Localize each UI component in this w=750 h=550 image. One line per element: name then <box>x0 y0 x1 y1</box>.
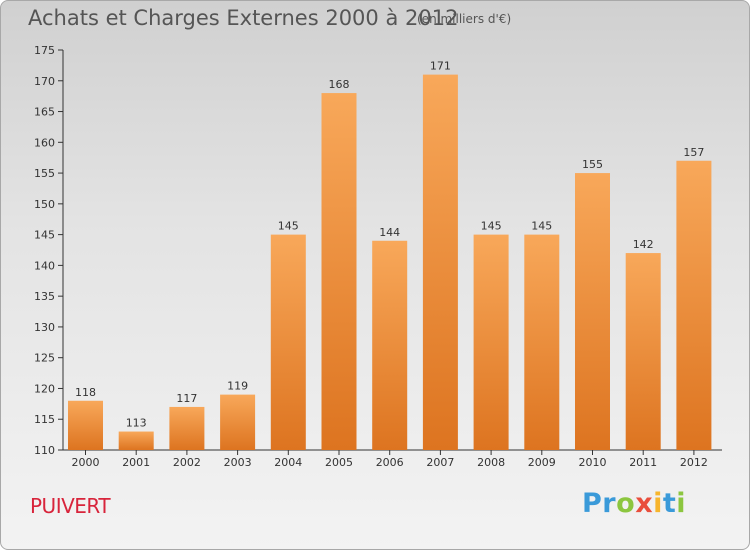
logo-letter: o <box>616 488 636 519</box>
bar <box>473 234 509 450</box>
y-tick-label: 160 <box>34 136 55 149</box>
logo-letter: r <box>602 488 617 519</box>
x-tick-label: 2005 <box>325 456 353 469</box>
bar <box>676 160 712 450</box>
logo-letter: i <box>676 488 687 519</box>
proxiti-logo: Proxiti <box>582 488 686 519</box>
y-tick-label: 165 <box>34 106 55 119</box>
x-tick-label: 2004 <box>274 456 302 469</box>
data-label: 157 <box>683 146 704 159</box>
bar <box>321 93 357 451</box>
y-tick-label: 120 <box>34 382 55 395</box>
x-tick-label: 2006 <box>376 456 404 469</box>
chart-subtitle: (en milliers d'€) <box>417 12 512 26</box>
y-tick-label: 150 <box>34 198 55 211</box>
logo-letter: x <box>635 488 654 519</box>
x-tick-label: 2012 <box>680 456 708 469</box>
y-tick-label: 145 <box>34 229 55 242</box>
data-label: 119 <box>227 380 248 393</box>
data-label: 113 <box>126 417 147 430</box>
x-tick-label: 2003 <box>224 456 252 469</box>
y-tick-label: 140 <box>34 259 55 272</box>
bar <box>422 74 458 450</box>
x-tick-label: 2000 <box>72 456 100 469</box>
data-label: 168 <box>329 78 350 91</box>
y-tick-label: 125 <box>34 352 55 365</box>
y-tick-label: 110 <box>34 444 55 457</box>
town-name: PUIVERT <box>30 494 111 518</box>
y-tick-label: 135 <box>34 290 55 303</box>
data-label: 117 <box>176 392 197 405</box>
x-tick-label: 2011 <box>629 456 657 469</box>
bar <box>68 400 103 450</box>
bar <box>169 406 205 450</box>
x-tick-label: 2008 <box>477 456 505 469</box>
chart-title: Achats et Charges Externes 2000 à 2012 <box>28 6 459 30</box>
y-tick-label: 170 <box>34 75 55 88</box>
y-tick-label: 115 <box>34 413 55 426</box>
bar <box>118 431 154 450</box>
bar <box>372 240 408 450</box>
data-label: 145 <box>531 220 552 233</box>
x-tick-label: 2010 <box>579 456 607 469</box>
data-label: 118 <box>75 386 96 399</box>
x-tick-label: 2009 <box>528 456 556 469</box>
bar <box>524 234 560 450</box>
x-tick-label: 2002 <box>173 456 201 469</box>
data-label: 144 <box>379 226 400 239</box>
y-tick-label: 155 <box>34 167 55 180</box>
y-tick-label: 175 <box>34 44 55 57</box>
data-label: 155 <box>582 158 603 171</box>
bar <box>575 173 610 451</box>
logo-letter: P <box>582 488 603 519</box>
bar <box>270 234 306 450</box>
x-tick-label: 2007 <box>426 456 454 469</box>
logo-letter: i <box>653 488 663 519</box>
bar <box>220 394 256 450</box>
y-tick-label: 130 <box>34 321 55 334</box>
bar <box>625 253 661 450</box>
data-label: 142 <box>633 238 654 251</box>
data-label: 145 <box>481 220 502 233</box>
data-label: 145 <box>278 220 299 233</box>
logo-letter: t <box>662 488 677 519</box>
x-tick-label: 2001 <box>122 456 150 469</box>
data-label: 171 <box>430 60 451 73</box>
